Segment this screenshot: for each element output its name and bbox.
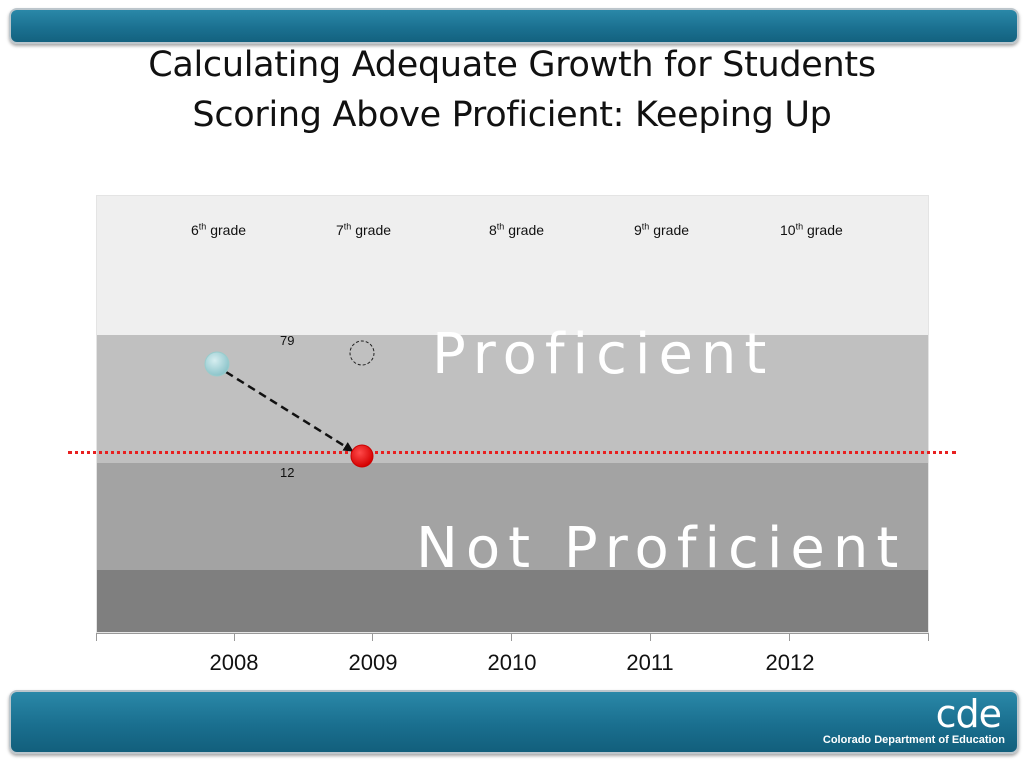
cut-score-upper-label: 79: [280, 333, 295, 348]
x-axis-tick: [650, 633, 651, 641]
grade-label-6: 6th grade: [191, 221, 247, 238]
top-header-bar: [9, 8, 1019, 44]
year-label-2010: 2010: [487, 650, 537, 675]
x-axis-tick: [928, 633, 929, 641]
x-axis-tick: [234, 633, 235, 641]
title-line-1: Calculating Adequate Growth for Students: [148, 45, 876, 85]
x-axis-line: [96, 633, 929, 634]
band-above-proficient: [97, 196, 928, 335]
grade-label-10: 10th grade: [780, 221, 843, 238]
x-axis-tick: [372, 633, 373, 641]
zone-label-not-proficient: Not Proficient: [416, 516, 907, 581]
footer-bar: cde Colorado Department of Education: [9, 690, 1019, 754]
year-label-2011: 2011: [626, 650, 674, 675]
cut-score-lower-label: 12: [280, 465, 295, 480]
x-axis-tick: [789, 633, 790, 641]
cde-logo: cde: [935, 692, 1002, 736]
x-axis-tick: [96, 633, 97, 641]
slide-title: Calculating Adequate Growth for Students…: [0, 40, 1024, 140]
grade-label-8: 8th grade: [489, 221, 545, 238]
year-label-2008: 2008: [209, 650, 259, 675]
year-label-2009: 2009: [348, 650, 398, 675]
title-line-2: Scoring Above Proficient: Keeping Up: [192, 95, 832, 135]
zone-label-proficient: Proficient: [432, 322, 775, 387]
grade-label-7: 7th grade: [336, 221, 392, 238]
grade-label-9: 9th grade: [634, 221, 690, 238]
x-axis-tick: [511, 633, 512, 641]
year-label-2012: 2012: [765, 650, 815, 675]
org-name: Colorado Department of Education: [822, 734, 1005, 746]
band-not-proficient: [97, 463, 928, 570]
band-bottom: [97, 570, 928, 632]
proficiency-cut-line: [68, 451, 956, 454]
